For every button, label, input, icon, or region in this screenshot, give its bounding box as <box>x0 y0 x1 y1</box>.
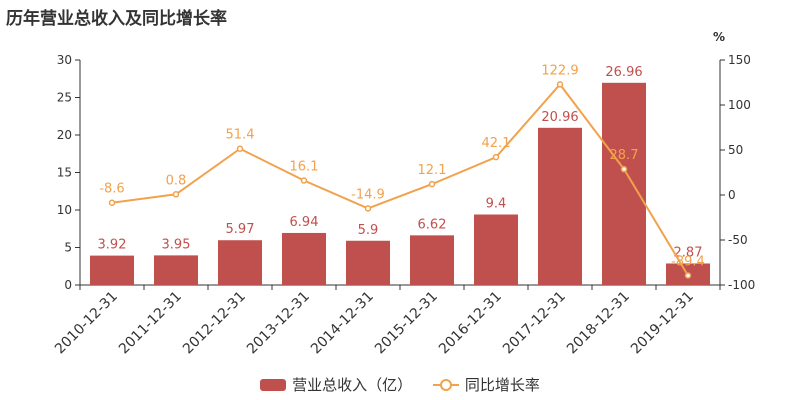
right-axis-tick-label: 150 <box>728 53 751 67</box>
revenue-bar <box>346 240 390 285</box>
revenue-bar-label: 5.9 <box>358 223 379 238</box>
left-axis-tick-label: 25 <box>57 91 72 105</box>
revenue-bar <box>602 82 646 285</box>
revenue-bar-label: 6.62 <box>418 217 447 232</box>
revenue-bar-label: 20.96 <box>541 110 578 125</box>
legend: 营业总收入（亿） 同比增长率 <box>0 374 800 395</box>
growth-rate-label: 0.8 <box>166 173 187 188</box>
legend-line-swatch <box>432 378 459 391</box>
left-axis-tick-label: 30 <box>57 53 72 67</box>
growth-rate-label: -14.9 <box>351 187 385 202</box>
growth-rate-line <box>111 82 689 276</box>
growth-rate-point <box>556 81 564 88</box>
x-axis-tick-label: 2016-12-31 <box>436 289 505 358</box>
left-axis-tick-label: 0 <box>64 278 72 292</box>
growth-rate-label: 51.4 <box>226 128 255 143</box>
revenue-bar <box>282 232 326 285</box>
legend-line-label: 同比增长率 <box>464 376 540 394</box>
growth-rate-label: 12.1 <box>418 163 447 178</box>
revenue-bar <box>410 235 454 285</box>
right-axis-tick-label: -50 <box>728 233 748 247</box>
x-axis-tick-label: 2019-12-31 <box>628 289 697 358</box>
legend-bar-swatch <box>260 378 287 391</box>
growth-rate-point <box>300 177 308 184</box>
growth-rate-point <box>428 180 436 188</box>
right-axis-tick-label: -100 <box>728 278 755 292</box>
chart-title: 历年营业总收入及同比增长率 <box>6 9 227 29</box>
growth-rate-point <box>236 145 244 152</box>
right-axis-tick-label: 0 <box>728 188 736 202</box>
growth-rate-point <box>684 272 692 279</box>
x-axis-tick-label: 2012-12-31 <box>180 289 249 358</box>
growth-rate-label: 42.1 <box>482 136 511 151</box>
x-axis-tick-label: 2014-12-31 <box>308 289 377 358</box>
revenue-bar-label: 5.97 <box>226 222 255 237</box>
revenue-bar <box>90 255 134 285</box>
revenue-bar <box>538 127 582 285</box>
left-axis-tick-label: 10 <box>57 203 72 217</box>
left-axis-tick-label: 20 <box>57 128 72 142</box>
revenue-bar-label: 9.4 <box>486 197 507 212</box>
growth-rate-label: -8.6 <box>99 182 124 197</box>
growth-rate-label: 122.9 <box>541 63 578 78</box>
x-axis-tick-label: 2010-12-31 <box>52 289 121 358</box>
revenue-bar-label: 3.95 <box>162 237 191 252</box>
revenue-bar-label: 6.94 <box>290 215 319 230</box>
revenue-bar <box>474 214 518 285</box>
growth-rate-label: -89.4 <box>671 254 705 269</box>
x-axis-tick-label: 2015-12-31 <box>372 289 441 358</box>
growth-rate-point <box>492 153 500 161</box>
legend-item-revenue[interactable]: 营业总收入（亿） <box>260 374 412 395</box>
left-axis-tick-label: 15 <box>57 166 72 180</box>
right-axis-unit: % <box>713 30 726 44</box>
x-axis-tick-label: 2011-12-31 <box>116 289 185 358</box>
revenue-bar-label: 3.92 <box>98 238 127 253</box>
growth-rate-point <box>108 199 116 206</box>
legend-item-growth[interactable]: 同比增长率 <box>432 374 540 395</box>
revenue-bar-label: 2.87 <box>674 245 703 260</box>
revenue-bar <box>218 240 262 285</box>
left-axis-tick-label: 5 <box>64 241 72 255</box>
right-axis-tick-label: 100 <box>728 98 751 112</box>
growth-rate-point <box>364 205 372 212</box>
x-axis-tick-label: 2017-12-31 <box>500 289 569 358</box>
revenue-bar-label: 26.96 <box>605 65 642 80</box>
growth-rate-label: 28.7 <box>610 148 639 163</box>
legend-bar-label: 营业总收入（亿） <box>292 376 413 394</box>
revenue-bar <box>154 255 198 285</box>
growth-rate-label: 16.1 <box>290 160 319 175</box>
growth-rate-point <box>172 191 180 198</box>
x-axis-tick-label: 2018-12-31 <box>564 289 633 358</box>
right-axis-tick-label: 50 <box>728 143 743 157</box>
x-axis-tick-label: 2013-12-31 <box>244 289 313 358</box>
growth-rate-point <box>620 165 628 173</box>
